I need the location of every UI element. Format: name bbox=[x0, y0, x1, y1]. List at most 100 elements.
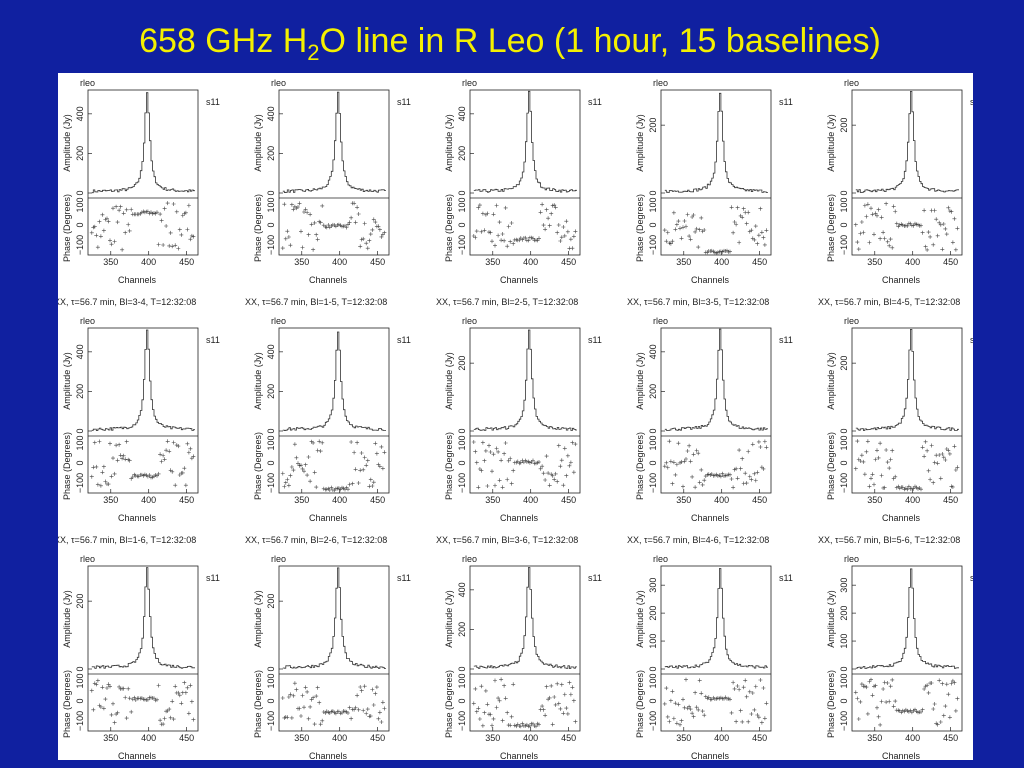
phase-tick-label: −100 bbox=[457, 711, 467, 731]
stokes-label: s11 bbox=[779, 335, 793, 345]
phase-points bbox=[471, 202, 578, 251]
spectrum bbox=[855, 91, 959, 193]
stokes-label: s11 bbox=[206, 573, 220, 583]
amp-tick-label: 0 bbox=[457, 428, 467, 433]
panel-header: XX, τ=56.7 min, Bl=3-4, T=12:32:08 bbox=[54, 297, 196, 307]
stokes-label: s11 bbox=[970, 335, 984, 345]
amp-tick-label: 400 bbox=[457, 106, 467, 121]
amp-tick-label: 0 bbox=[266, 428, 276, 433]
amplitude-frame bbox=[660, 565, 772, 732]
x-tick-label: 350 bbox=[294, 733, 309, 743]
amp-tick-label: 0 bbox=[839, 428, 849, 433]
phase-axis-label: Phase (Degrees) bbox=[253, 432, 263, 500]
phase-points bbox=[280, 681, 387, 727]
phase-axis-label: Phase (Degrees) bbox=[635, 670, 645, 738]
panel-header: XX, τ=56.7 min, Bl=1-5, T=12:32:08 bbox=[245, 297, 387, 307]
phase-points bbox=[471, 440, 578, 490]
x-tick-label: 450 bbox=[370, 733, 385, 743]
spectrum bbox=[855, 329, 959, 431]
phase-tick-label: −100 bbox=[457, 235, 467, 255]
x-tick-label: 400 bbox=[905, 733, 920, 743]
source-label: rleo bbox=[653, 316, 668, 326]
phase-axis-label: Phase (Degrees) bbox=[62, 432, 72, 500]
amplitude-frame bbox=[469, 89, 581, 256]
phase-tick-label: 0 bbox=[839, 222, 849, 227]
x-axis-label: Channels bbox=[309, 513, 348, 523]
phase-points bbox=[662, 677, 769, 727]
spectrum bbox=[473, 90, 577, 193]
amp-tick-label: 200 bbox=[457, 356, 467, 371]
phase-axis-label: Phase (Degrees) bbox=[635, 432, 645, 500]
amplitude-frame bbox=[278, 89, 390, 256]
x-axis-label: Channels bbox=[309, 751, 348, 761]
phase-axis-label: Phase (Degrees) bbox=[62, 670, 72, 738]
amp-axis-label: Amplitude (Jy) bbox=[635, 352, 645, 410]
phase-tick-label: 100 bbox=[266, 197, 276, 212]
x-tick-label: 450 bbox=[752, 733, 767, 743]
spectrum bbox=[282, 331, 386, 431]
amp-axis-label: Amplitude (Jy) bbox=[444, 114, 454, 172]
amp-tick-label: 200 bbox=[648, 118, 658, 133]
spectrum bbox=[91, 329, 195, 431]
source-label: rleo bbox=[271, 554, 286, 564]
panel-header: XX, τ=56.7 min, Bl=5-6, T=12:32:08 bbox=[818, 535, 960, 545]
amplitude-frame bbox=[278, 327, 390, 494]
phase-points bbox=[280, 201, 387, 252]
stokes-label: s11 bbox=[397, 335, 411, 345]
x-tick-label: 350 bbox=[103, 257, 118, 267]
amp-tick-label: 200 bbox=[457, 146, 467, 161]
amp-tick-label: 200 bbox=[266, 146, 276, 161]
amp-tick-label: 400 bbox=[75, 344, 85, 359]
x-axis-label: Channels bbox=[118, 275, 157, 285]
phase-tick-label: −100 bbox=[839, 473, 849, 493]
x-tick-label: 400 bbox=[332, 733, 347, 743]
amp-tick-label: 200 bbox=[266, 594, 276, 609]
amp-tick-label: 0 bbox=[648, 666, 658, 671]
amp-tick-label: 400 bbox=[266, 344, 276, 359]
x-tick-label: 400 bbox=[714, 733, 729, 743]
amp-tick-label: 0 bbox=[75, 190, 85, 195]
x-axis-label: Channels bbox=[309, 275, 348, 285]
x-tick-label: 400 bbox=[523, 733, 538, 743]
amp-tick-label: 0 bbox=[648, 428, 658, 433]
amp-tick-label: 200 bbox=[266, 384, 276, 399]
x-tick-label: 350 bbox=[867, 733, 882, 743]
phase-points bbox=[89, 678, 196, 727]
x-tick-label: 400 bbox=[523, 495, 538, 505]
spectrum bbox=[91, 567, 195, 669]
phase-axis-label: Phase (Degrees) bbox=[826, 670, 836, 738]
amp-tick-label: 100 bbox=[648, 634, 658, 649]
phase-axis-label: Phase (Degrees) bbox=[444, 670, 454, 738]
amp-tick-label: 0 bbox=[75, 428, 85, 433]
amp-tick-label: 0 bbox=[266, 666, 276, 671]
phase-tick-label: −100 bbox=[75, 711, 85, 731]
x-tick-label: 450 bbox=[370, 495, 385, 505]
x-tick-label: 450 bbox=[561, 495, 576, 505]
phase-points bbox=[280, 439, 387, 493]
x-tick-label: 450 bbox=[943, 257, 958, 267]
phase-tick-label: 100 bbox=[266, 673, 276, 688]
phase-tick-label: 0 bbox=[266, 460, 276, 465]
phase-axis-label: Phase (Degrees) bbox=[826, 432, 836, 500]
spectrum bbox=[282, 91, 386, 193]
phase-tick-label: 100 bbox=[839, 673, 849, 688]
x-tick-label: 350 bbox=[103, 733, 118, 743]
stokes-label: s11 bbox=[588, 573, 602, 583]
amp-tick-label: 200 bbox=[839, 606, 849, 621]
amp-axis-label: Amplitude (Jy) bbox=[444, 590, 454, 648]
amp-tick-label: 400 bbox=[648, 344, 658, 359]
amp-tick-label: 200 bbox=[648, 606, 658, 621]
amp-axis-label: Amplitude (Jy) bbox=[826, 352, 836, 410]
source-label: rleo bbox=[462, 316, 477, 326]
x-tick-label: 400 bbox=[332, 495, 347, 505]
x-tick-label: 450 bbox=[179, 495, 194, 505]
x-tick-label: 450 bbox=[561, 733, 576, 743]
x-tick-label: 350 bbox=[676, 733, 691, 743]
stokes-label: s11 bbox=[779, 573, 793, 583]
spectrum bbox=[664, 328, 768, 431]
phase-points bbox=[662, 205, 769, 256]
x-tick-label: 350 bbox=[485, 257, 500, 267]
phase-tick-label: −100 bbox=[648, 235, 658, 255]
